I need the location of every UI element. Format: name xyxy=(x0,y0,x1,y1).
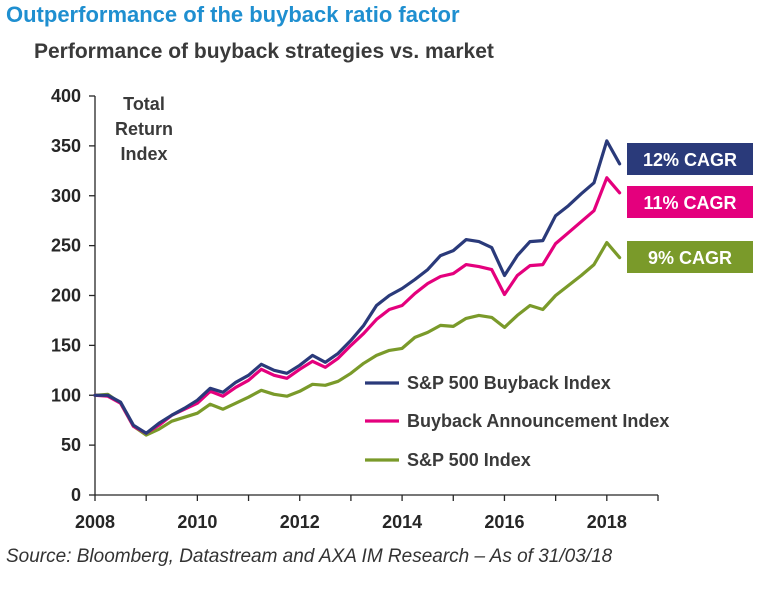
legend: S&P 500 Buyback Index Buyback Announcemen… xyxy=(365,373,669,470)
x-tick-label: 2008 xyxy=(75,512,115,532)
chart-title: Performance of buyback strategies vs. ma… xyxy=(34,40,494,63)
source-note: Source: Bloomberg, Datastream and AXA IM… xyxy=(6,546,613,567)
x-tick-label: 2016 xyxy=(484,512,524,532)
series-line-2 xyxy=(93,241,622,437)
legend-label: S&P 500 Index xyxy=(407,450,531,470)
series-line-0 xyxy=(93,139,622,435)
cagr-labels: 12% CAGR 11% CAGR 9% CAGR xyxy=(627,143,753,273)
series-line-1 xyxy=(93,176,622,435)
chart-headline: Outperformance of the buyback ratio fact… xyxy=(6,2,460,27)
x-tick-label: 2018 xyxy=(587,512,627,532)
y-tick-label: 150 xyxy=(51,335,81,355)
cagr-label: 11% CAGR xyxy=(643,193,736,213)
y-tick-label: 400 xyxy=(51,86,81,106)
y-tick-label: 300 xyxy=(51,186,81,206)
y-tick-label: 100 xyxy=(51,385,81,405)
legend-label: Buyback Announcement Index xyxy=(407,411,669,431)
x-tick-label: 2014 xyxy=(382,512,422,532)
y-tick-label: 50 xyxy=(61,435,81,455)
cagr-box xyxy=(627,143,753,175)
x-tick-label: 2010 xyxy=(177,512,217,532)
y-tick-label: 200 xyxy=(51,286,81,306)
y-axis-label: Total Return Index xyxy=(115,94,173,164)
series-lines xyxy=(93,139,622,437)
cagr-label: 9% CAGR xyxy=(648,248,732,268)
axes: 0 50 100 150 200 250 300 350 400 2008 2010 2012 2014… xyxy=(51,86,659,532)
cagr-box xyxy=(627,241,753,273)
legend-label: S&P 500 Buyback Index xyxy=(407,373,611,393)
x-tick-label: 2012 xyxy=(280,512,320,532)
y-tick-label: 250 xyxy=(51,236,81,256)
cagr-box xyxy=(627,186,753,218)
cagr-label: 12% CAGR xyxy=(643,150,737,170)
y-tick-label: 350 xyxy=(51,136,81,156)
y-tick-label: 0 xyxy=(71,485,81,505)
